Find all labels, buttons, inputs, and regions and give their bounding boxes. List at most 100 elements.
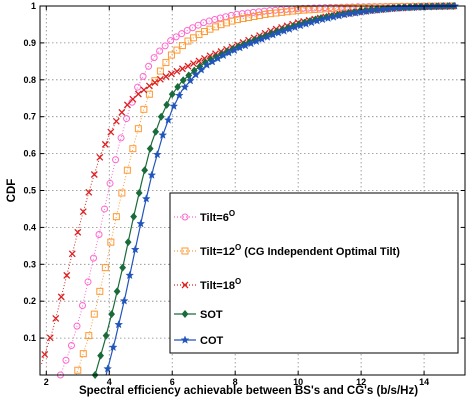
series-marker <box>141 194 151 203</box>
series-marker <box>268 30 278 39</box>
series-marker <box>96 153 104 161</box>
series-marker <box>85 188 93 196</box>
series-marker <box>156 47 164 55</box>
series-marker <box>213 54 223 63</box>
series-marker <box>301 19 311 28</box>
series-marker <box>151 77 159 85</box>
y-tick-label: 0.7 <box>23 112 36 122</box>
y-tick-label: 0.5 <box>23 186 36 196</box>
series-marker <box>108 342 118 352</box>
series-marker <box>136 219 146 228</box>
y-tick-label: 0.9 <box>23 38 36 48</box>
series-marker <box>84 278 92 286</box>
series-marker <box>174 82 182 91</box>
series-marker <box>230 45 239 54</box>
legend-entry: Tilt=6O <box>174 209 235 224</box>
series-marker <box>150 54 158 62</box>
x-tick-label: 12 <box>356 377 366 387</box>
series-marker <box>79 302 86 310</box>
series-marker <box>152 127 160 136</box>
series-marker <box>152 149 162 159</box>
series-marker <box>156 75 164 83</box>
series-marker <box>112 213 120 221</box>
series-marker <box>257 34 267 43</box>
series-marker <box>90 254 98 262</box>
series-marker <box>167 51 175 59</box>
series-marker <box>46 334 54 342</box>
y-tick-label: 0.3 <box>23 259 36 269</box>
x-tick-label: 8 <box>233 377 238 387</box>
series-marker <box>79 350 87 358</box>
series-marker <box>285 24 294 33</box>
legend-label: COT <box>200 335 224 347</box>
series-marker <box>130 212 138 221</box>
series-marker <box>103 364 113 373</box>
series-marker <box>163 100 171 109</box>
legend-entries: Tilt=6O Tilt=12O (CG Independent Optimal … <box>174 209 400 347</box>
series-marker <box>168 90 176 99</box>
legend: Tilt=6O Tilt=12O (CG Independent Optimal … <box>169 192 459 354</box>
legend-marker-square <box>181 247 189 255</box>
series-marker <box>279 26 289 35</box>
series-marker <box>118 189 126 197</box>
series-marker <box>172 33 180 41</box>
x-tick-label: 2 <box>44 377 49 387</box>
series-marker <box>135 188 143 197</box>
series-marker <box>157 112 165 121</box>
series-marker <box>141 166 149 175</box>
series-marker <box>161 42 169 50</box>
series-marker <box>67 341 75 349</box>
series-marker <box>219 50 228 60</box>
series-marker <box>123 115 131 123</box>
series-marker <box>123 166 131 174</box>
series-marker <box>162 73 170 80</box>
series-marker <box>123 101 131 109</box>
series-marker <box>112 117 120 125</box>
series-marker <box>246 38 256 48</box>
series-marker <box>290 22 300 32</box>
series-marker <box>156 67 164 75</box>
series-line <box>41 5 456 365</box>
series-marker <box>90 171 98 178</box>
series-marker <box>151 79 159 87</box>
legend-box <box>169 192 459 354</box>
y-tick-label: 0.1 <box>23 333 36 343</box>
series-marker <box>74 366 82 374</box>
series-marker <box>134 83 142 91</box>
series-marker <box>119 296 129 305</box>
series-marker <box>125 270 135 280</box>
series-marker <box>97 351 104 360</box>
series-marker <box>179 76 187 85</box>
x-tick-label: 10 <box>293 377 303 387</box>
y-axis-title: CDF <box>6 179 18 203</box>
series-marker <box>252 36 261 46</box>
series-marker <box>101 205 109 213</box>
ticks: 2 4 6 8 10 12 14 0.1 0.2 0.3 0.4 0.5 0.6 0.7 0.8 0.9 1 <box>23 1 465 387</box>
legend-entry: COT <box>174 335 224 347</box>
y-tick-label: 0.2 <box>23 296 36 306</box>
series-marker <box>178 30 186 38</box>
series-marker <box>106 179 114 187</box>
legend-marker-diamond <box>181 310 189 318</box>
series-marker <box>241 41 250 50</box>
series-marker <box>147 170 157 179</box>
series-marker <box>101 264 109 272</box>
series-marker <box>68 250 76 258</box>
series-marker <box>85 332 93 340</box>
series-marker <box>41 350 49 358</box>
series-marker <box>139 72 147 80</box>
series-marker <box>73 322 81 330</box>
series-marker <box>96 287 104 295</box>
x-tick-label: 14 <box>419 377 429 387</box>
y-tick-label: 0.8 <box>23 75 36 85</box>
series-marker <box>178 42 186 50</box>
series-marker <box>189 24 197 32</box>
series-marker <box>263 32 272 41</box>
series-marker <box>107 238 115 246</box>
series-marker <box>90 310 98 318</box>
series-marker <box>167 37 175 45</box>
series-marker <box>130 244 140 254</box>
series-marker <box>167 70 175 78</box>
series-marker <box>180 82 190 91</box>
series-marker <box>119 263 127 272</box>
